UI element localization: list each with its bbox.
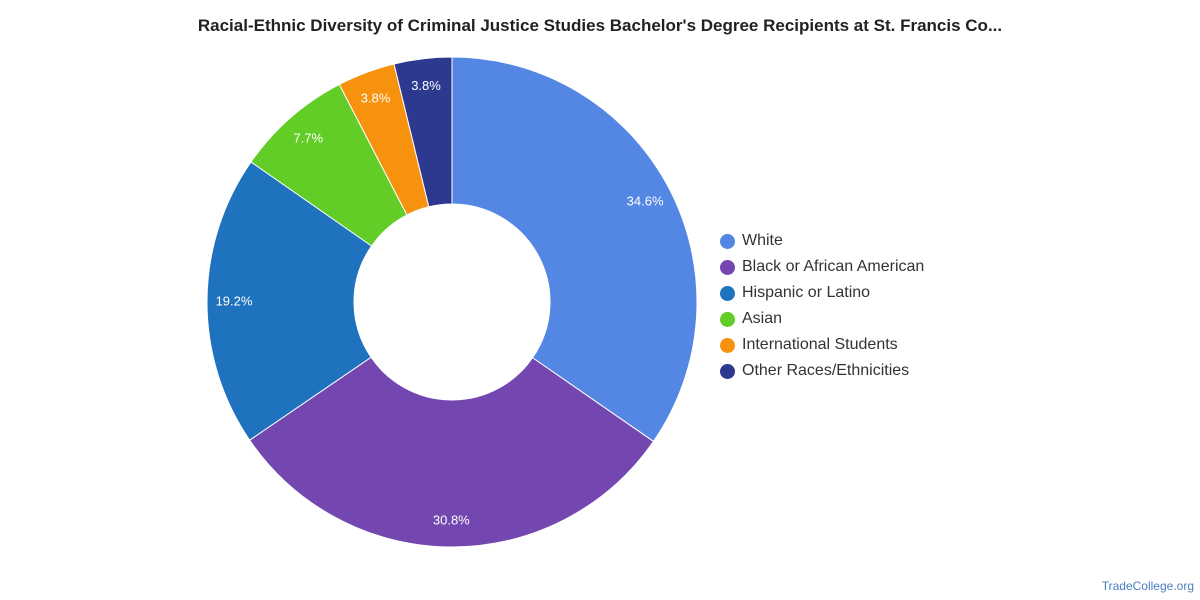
legend-swatch [720,233,735,249]
legend-swatch [720,363,735,379]
legend-item-hispanic-or-latino[interactable]: Hispanic or Latino [720,280,924,306]
data-label-black-or-african-american: 30.8% [433,512,470,527]
data-label-other-races-ethnicities: 3.8% [411,78,441,93]
legend-label: Hispanic or Latino [742,284,871,301]
legend-swatch [720,311,735,327]
slice-other-races-ethnicities[interactable] [393,56,453,208]
legend-label: Other Races/Ethnicities [742,362,910,379]
legend-item-white[interactable]: White [720,228,924,254]
legend-label: Asian [742,310,783,327]
slice-black-or-african-american[interactable] [248,356,655,548]
legend-item-asian[interactable]: Asian [720,306,924,332]
slice-white[interactable] [451,56,698,443]
data-label-asian: 7.7% [293,131,323,146]
legend-label: White [742,232,783,249]
legend-label: International Students [742,336,898,353]
data-label-hispanic-or-latino: 19.2% [216,293,253,308]
data-label-white: 34.6% [627,193,664,208]
source-credit[interactable]: TradeCollege.org [1101,579,1194,593]
legend-swatch [720,259,735,275]
slices [206,56,698,548]
legend-label: Black or African American [742,258,925,275]
legend: White Black or African American Hispanic o… [720,228,924,384]
legend-item-international-students[interactable]: International Students [720,332,924,358]
legend-item-other-races-ethnicities[interactable]: Other Races/Ethnicities [720,358,924,384]
chart-title: Racial-Ethnic Diversity of Criminal Just… [197,16,1003,35]
data-label-international-students: 3.8% [361,90,391,105]
slice-hispanic-or-latino[interactable] [206,161,373,441]
legend-swatch [720,285,735,301]
legend-item-black-or-african-american[interactable]: Black or African American [720,254,924,280]
legend-swatch [720,337,735,353]
data-labels: 34.6% 30.8% 19.2% 7.7% 3.8% 3.8% [216,78,664,527]
